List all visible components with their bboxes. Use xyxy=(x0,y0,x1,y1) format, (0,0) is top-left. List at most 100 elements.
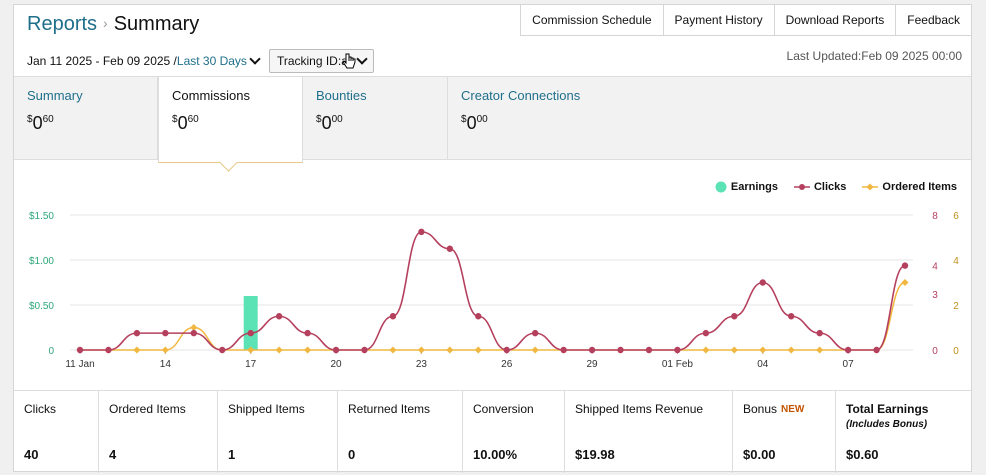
y-tick-label-items: 4 xyxy=(953,256,959,267)
stat-total-earnings: Total Earnings (Includes Bonus) $0.60 xyxy=(836,391,971,473)
clicks-point xyxy=(162,329,169,337)
clicks-point xyxy=(475,313,482,320)
y-tick-label-clicks: 4 xyxy=(932,262,938,273)
ordered-items-point xyxy=(304,346,312,354)
stat-shipped-items: Shipped Items 1 xyxy=(218,391,338,473)
ordered-items-point xyxy=(702,346,710,354)
stat-clicks: Clicks 40 xyxy=(14,391,99,473)
x-tick-label: 01 Feb xyxy=(662,359,694,370)
ordered-items-point xyxy=(247,346,255,354)
y-tick-label-left: $1.00 xyxy=(29,256,54,267)
y-tick-label-clicks: 8 xyxy=(932,211,938,222)
ordered-items-point xyxy=(190,323,198,332)
clicks-point xyxy=(133,329,141,337)
stat-value: 10.00% xyxy=(473,447,518,462)
date-preset-dropdown[interactable]: Last 30 Days xyxy=(176,54,247,68)
clicks-point xyxy=(105,346,112,354)
clicks-point xyxy=(418,228,425,236)
clicks-point xyxy=(190,329,197,337)
breadcrumb-reports-link[interactable]: Reports xyxy=(27,13,98,35)
reports-panel: Reports › Summary Commission Schedule Paym… xyxy=(13,4,972,473)
ordered-items-point xyxy=(133,346,141,354)
legend-ordered-items-label: Ordered Items xyxy=(882,181,957,193)
download-reports-button[interactable]: Download Reports xyxy=(774,4,897,36)
x-tick-label: 29 xyxy=(587,359,599,370)
stat-label: Bonus NEW xyxy=(743,402,805,416)
tracking-id-dropdown[interactable]: Tracking ID:a xyxy=(268,49,374,73)
ordered-items-point xyxy=(474,346,482,354)
clicks-point xyxy=(304,329,311,337)
page-title: Summary xyxy=(113,13,200,35)
tab-commissions-label: Commissions xyxy=(172,88,251,103)
stat-label: Total Earnings xyxy=(846,402,929,416)
clicks-point xyxy=(844,346,852,354)
ordered-items-point xyxy=(161,346,169,354)
legend-earnings[interactable]: Earnings xyxy=(715,181,778,193)
stat-shipped-items-revenue: Shipped Items Revenue $19.98 xyxy=(565,391,733,473)
tab-bounties-amount: $000 xyxy=(316,113,343,133)
chevron-down-icon[interactable] xyxy=(249,53,261,65)
top-buttons: Commission Schedule Payment History Down… xyxy=(520,4,972,36)
ordered-items-point xyxy=(901,278,909,287)
clicks-point xyxy=(702,329,710,337)
stat-label: Clicks xyxy=(24,402,56,416)
x-tick-label: 23 xyxy=(416,359,428,370)
x-tick-label: 17 xyxy=(245,359,257,370)
ordered-items-point xyxy=(389,346,397,354)
clicks-point xyxy=(873,346,880,354)
ordered-items-point xyxy=(787,346,795,354)
clicks-point xyxy=(247,329,254,337)
y-tick-label-left: $1.50 xyxy=(29,211,54,222)
stat-value: $0.60 xyxy=(846,447,879,462)
y-tick-label-clicks: 0 xyxy=(932,346,938,357)
tab-creator-connections-amount: $000 xyxy=(461,113,488,133)
clicks-point xyxy=(275,313,283,320)
date-range-text: Jan 11 2025 - Feb 09 2025 / xyxy=(27,54,177,68)
y-tick-label-left: 0 xyxy=(48,346,54,357)
clicks-point xyxy=(588,346,596,354)
y-tick-label-items: 0 xyxy=(953,346,959,357)
ordered-items-point xyxy=(759,346,767,354)
clicks-point xyxy=(731,313,738,320)
clicks-point xyxy=(617,346,624,354)
stat-value: 1 xyxy=(228,447,236,462)
feedback-button[interactable]: Feedback xyxy=(896,4,972,36)
x-tick-label: 14 xyxy=(160,359,172,370)
ordered-items-point xyxy=(275,346,283,354)
clicks-point xyxy=(645,346,653,354)
stat-label: Shipped Items Revenue xyxy=(575,402,704,416)
legend-earnings-label: Earnings xyxy=(730,181,778,193)
payment-history-button[interactable]: Payment History xyxy=(663,4,775,36)
chart-legend: Earnings Clicks Ordered Items xyxy=(699,181,957,193)
stat-returned-items: Returned Items 0 xyxy=(338,391,463,473)
earnings-bar xyxy=(243,296,258,350)
commission-schedule-button[interactable]: Commission Schedule xyxy=(520,4,664,36)
ordered-items-point xyxy=(730,346,738,354)
legend-clicks[interactable]: Clicks xyxy=(793,181,846,193)
breadcrumb: Reports › Summary xyxy=(27,13,199,36)
new-badge: NEW xyxy=(781,404,805,415)
clicks-point xyxy=(674,346,681,354)
stat-value: $19.98 xyxy=(575,447,615,462)
tab-commissions[interactable]: Commissions $060 xyxy=(158,77,303,163)
stat-value: $0.00 xyxy=(743,447,776,462)
clicks-point xyxy=(901,262,909,269)
tab-bounties[interactable]: Bounties $000 xyxy=(303,77,448,159)
circle-icon xyxy=(715,181,727,193)
stat-label: Returned Items xyxy=(348,402,431,416)
tab-creator-connections[interactable]: Creator Connections $000 xyxy=(448,77,648,159)
line-diamond-icon xyxy=(862,183,879,191)
clicks-point xyxy=(816,329,823,337)
clicks-point xyxy=(759,279,766,286)
ordered-items-point xyxy=(531,346,539,354)
tab-summary[interactable]: Summary $060 xyxy=(14,77,158,159)
stat-sublabel: (Includes Bonus) xyxy=(846,419,928,430)
chevron-down-icon xyxy=(356,53,368,65)
clicks-point xyxy=(389,313,397,320)
legend-ordered-items[interactable]: Ordered Items xyxy=(862,181,957,193)
ordered-items-point xyxy=(816,346,824,354)
x-tick-label: 26 xyxy=(501,359,513,370)
clicks-point xyxy=(76,346,84,354)
stat-label: Ordered Items xyxy=(109,402,186,416)
